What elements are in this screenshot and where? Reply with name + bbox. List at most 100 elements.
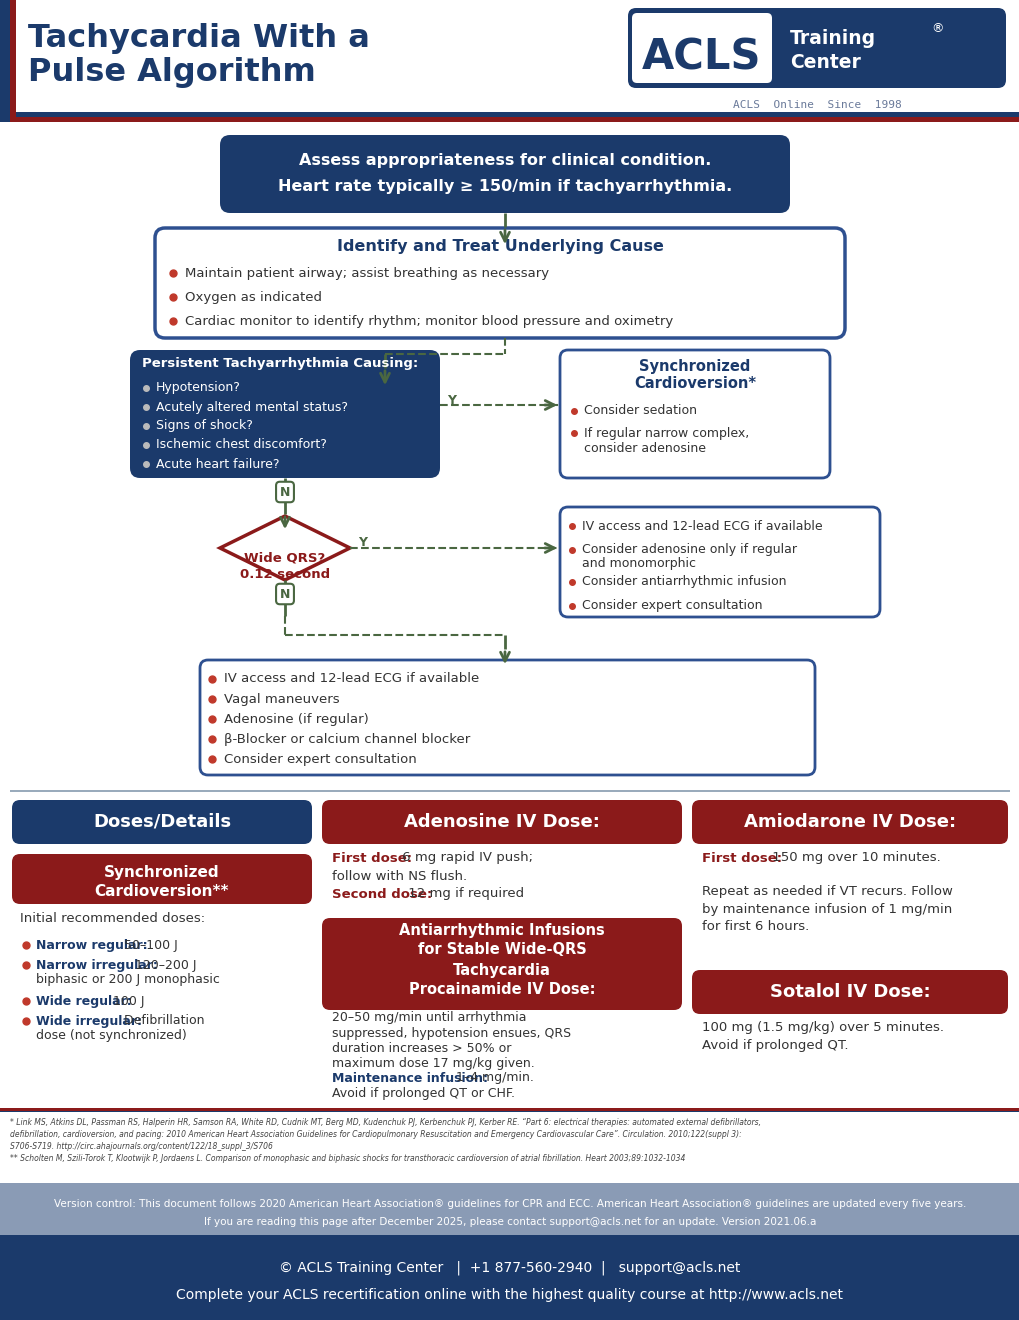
Text: ACLS  Online  Since  1998: ACLS Online Since 1998 xyxy=(732,100,901,110)
Text: Ischemic chest discomfort?: Ischemic chest discomfort? xyxy=(156,438,326,451)
Text: IV access and 12-lead ECG if available: IV access and 12-lead ECG if available xyxy=(582,520,821,532)
Text: Maintenance infusion:: Maintenance infusion: xyxy=(331,1072,487,1085)
Text: Amiodarone IV Dose:: Amiodarone IV Dose: xyxy=(743,813,955,832)
Text: Signs of shock?: Signs of shock? xyxy=(156,420,253,433)
FancyBboxPatch shape xyxy=(155,228,844,338)
Text: 100 mg (1.5 mg/kg) over 5 minutes.: 100 mg (1.5 mg/kg) over 5 minutes. xyxy=(701,1022,943,1035)
Text: dose (not synchronized): dose (not synchronized) xyxy=(36,1028,186,1041)
Text: Repeat as needed if VT recurs. Follow: Repeat as needed if VT recurs. Follow xyxy=(701,886,952,899)
Text: Antiarrhythmic Infusions: Antiarrhythmic Infusions xyxy=(398,923,604,937)
Bar xyxy=(0,1183,1019,1236)
Text: Training: Training xyxy=(790,29,875,48)
FancyBboxPatch shape xyxy=(559,507,879,616)
Text: Center: Center xyxy=(790,53,860,71)
Text: Y: Y xyxy=(447,395,457,408)
FancyBboxPatch shape xyxy=(12,800,312,843)
Text: 50–100 J: 50–100 J xyxy=(120,939,177,952)
Text: for Stable Wide-QRS: for Stable Wide-QRS xyxy=(417,942,586,957)
Text: Hypotension?: Hypotension? xyxy=(156,381,240,395)
Text: follow with NS flush.: follow with NS flush. xyxy=(331,870,467,883)
Text: N: N xyxy=(279,587,289,601)
FancyBboxPatch shape xyxy=(220,135,790,213)
Text: Identify and Treat Underlying Cause: Identify and Treat Underlying Cause xyxy=(336,239,662,253)
Text: Persistent Tachyarrhythmia Causing:: Persistent Tachyarrhythmia Causing: xyxy=(142,358,418,371)
Text: Assess appropriateness for clinical condition.: Assess appropriateness for clinical cond… xyxy=(299,153,710,169)
Text: Heart rate typically ≥ 150/min if tachyarrhythmia.: Heart rate typically ≥ 150/min if tachya… xyxy=(277,180,732,194)
Text: Vagal maneuvers: Vagal maneuvers xyxy=(224,693,339,705)
Text: Avoid if prolonged QT or CHF.: Avoid if prolonged QT or CHF. xyxy=(331,1086,515,1100)
Text: by maintenance infusion of 1 mg/min: by maintenance infusion of 1 mg/min xyxy=(701,903,952,916)
Text: 0.12 second: 0.12 second xyxy=(239,568,330,581)
Text: Pulse Algorithm: Pulse Algorithm xyxy=(28,57,316,87)
Text: Synchronized: Synchronized xyxy=(104,865,220,879)
FancyBboxPatch shape xyxy=(322,917,682,1010)
Text: defibrillation, cardioversion, and pacing: 2010 American Heart Association Guide: defibrillation, cardioversion, and pacin… xyxy=(10,1130,741,1139)
Bar xyxy=(0,112,1019,117)
Text: ®: ® xyxy=(930,22,943,36)
Text: Avoid if prolonged QT.: Avoid if prolonged QT. xyxy=(701,1040,848,1052)
Text: Sotalol IV Dose:: Sotalol IV Dose: xyxy=(769,983,929,1001)
Text: Consider adenosine only if regular: Consider adenosine only if regular xyxy=(582,544,796,557)
Text: Consider antiarrhythmic infusion: Consider antiarrhythmic infusion xyxy=(582,576,786,589)
Text: biphasic or 200 J monophasic: biphasic or 200 J monophasic xyxy=(36,973,220,986)
FancyBboxPatch shape xyxy=(322,800,682,843)
FancyBboxPatch shape xyxy=(628,8,1005,88)
Text: Cardioversion**: Cardioversion** xyxy=(95,883,229,899)
Text: N: N xyxy=(279,486,289,499)
FancyBboxPatch shape xyxy=(129,350,439,478)
Text: Oxygen as indicated: Oxygen as indicated xyxy=(184,290,322,304)
Text: Tachycardia: Tachycardia xyxy=(452,962,550,978)
Text: 100 J: 100 J xyxy=(109,994,144,1007)
Text: © ACLS Training Center   |  +1 877-560-2940  |   support@acls.net: © ACLS Training Center | +1 877-560-2940… xyxy=(279,1261,740,1275)
Text: Narrow irregular:: Narrow irregular: xyxy=(36,958,158,972)
Text: 20–50 mg/min until arrhythmia: 20–50 mg/min until arrhythmia xyxy=(331,1011,526,1024)
FancyBboxPatch shape xyxy=(691,800,1007,843)
Text: Synchronized: Synchronized xyxy=(639,359,750,374)
Text: First dose:: First dose: xyxy=(701,851,782,865)
Text: Tachycardia With a: Tachycardia With a xyxy=(28,22,370,54)
Text: 150 mg over 10 minutes.: 150 mg over 10 minutes. xyxy=(767,851,940,865)
Text: Wide irregular:: Wide irregular: xyxy=(36,1015,142,1027)
Bar xyxy=(10,0,16,121)
Text: suppressed, hypotension ensues, QRS: suppressed, hypotension ensues, QRS xyxy=(331,1027,571,1040)
Text: Initial recommended doses:: Initial recommended doses: xyxy=(20,912,205,924)
Text: Acute heart failure?: Acute heart failure? xyxy=(156,458,279,470)
Text: Adenosine (if regular): Adenosine (if regular) xyxy=(224,713,369,726)
Text: Wide QRS?: Wide QRS? xyxy=(245,552,325,565)
Text: ** Scholten M, Szili-Torok T, Klootwijk P, Jordaens L. Comparison of monophasic : ** Scholten M, Szili-Torok T, Klootwijk … xyxy=(10,1154,685,1163)
Text: Consider expert consultation: Consider expert consultation xyxy=(582,599,762,612)
Text: Defibrillation: Defibrillation xyxy=(120,1015,204,1027)
Bar xyxy=(0,0,10,121)
Polygon shape xyxy=(220,516,350,579)
Text: If regular narrow complex,: If regular narrow complex, xyxy=(584,426,749,440)
Text: Cardioversion*: Cardioversion* xyxy=(634,376,755,392)
Text: consider adenosine: consider adenosine xyxy=(584,441,705,454)
Text: Y: Y xyxy=(358,536,367,549)
Text: IV access and 12-lead ECG if available: IV access and 12-lead ECG if available xyxy=(224,672,479,685)
Text: S706-S719. http://circ.ahajournals.org/content/122/18_suppl_3/S706: S706-S719. http://circ.ahajournals.org/c… xyxy=(10,1142,273,1151)
Text: duration increases > 50% or: duration increases > 50% or xyxy=(331,1041,511,1055)
Text: Adenosine IV Dose:: Adenosine IV Dose: xyxy=(404,813,599,832)
Text: Second dose:: Second dose: xyxy=(331,887,432,900)
Text: Cardiac monitor to identify rhythm; monitor blood pressure and oximetry: Cardiac monitor to identify rhythm; moni… xyxy=(184,314,673,327)
Text: Procainamide IV Dose:: Procainamide IV Dose: xyxy=(409,982,595,998)
Text: 120–200 J: 120–200 J xyxy=(131,958,197,972)
FancyBboxPatch shape xyxy=(691,970,1007,1014)
Text: Wide regular:: Wide regular: xyxy=(36,994,131,1007)
Text: Version control: This document follows 2020 American Heart Association® guidelin: Version control: This document follows 2… xyxy=(54,1199,965,1209)
Text: Maintain patient airway; assist breathing as necessary: Maintain patient airway; assist breathin… xyxy=(184,267,548,280)
FancyBboxPatch shape xyxy=(12,854,312,904)
Text: * Link MS, Atkins DL, Passman RS, Halperin HR, Samson RA, White RD, Cudnik MT, B: * Link MS, Atkins DL, Passman RS, Halper… xyxy=(10,1118,760,1127)
Text: β-Blocker or calcium channel blocker: β-Blocker or calcium channel blocker xyxy=(224,733,470,746)
Text: 12 mg if required: 12 mg if required xyxy=(404,887,524,900)
Text: First dose:: First dose: xyxy=(331,851,412,865)
Text: Narrow regular:: Narrow regular: xyxy=(36,939,148,952)
Text: ACLS: ACLS xyxy=(642,37,761,79)
Text: If you are reading this page after December 2025, please contact support@acls.ne: If you are reading this page after Decem… xyxy=(204,1217,815,1228)
Text: Complete your ACLS recertification online with the highest quality course at htt: Complete your ACLS recertification onlin… xyxy=(176,1288,843,1302)
Text: 6 mg rapid IV push;: 6 mg rapid IV push; xyxy=(397,851,533,865)
Bar xyxy=(10,789,1009,792)
Text: maximum dose 17 mg/kg given.: maximum dose 17 mg/kg given. xyxy=(331,1056,534,1069)
Text: for first 6 hours.: for first 6 hours. xyxy=(701,920,808,932)
Text: and monomorphic: and monomorphic xyxy=(582,557,695,569)
